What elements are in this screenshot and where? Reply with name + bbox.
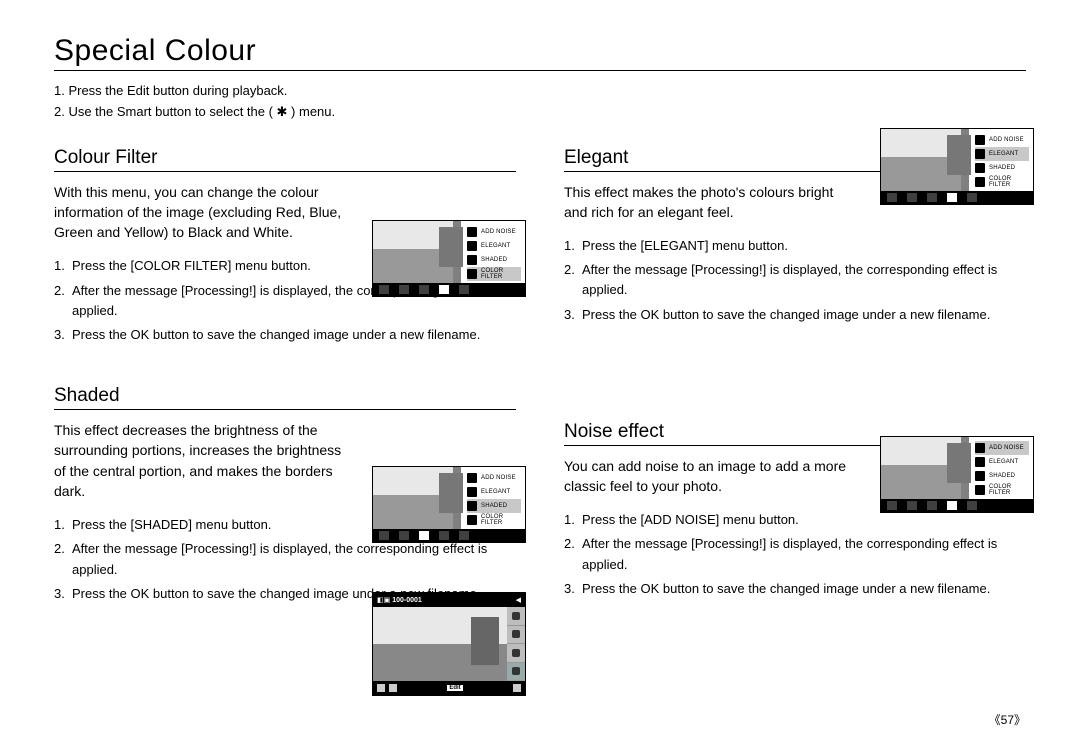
side-item-icon bbox=[507, 663, 525, 682]
person-icon bbox=[467, 487, 477, 497]
footer-icon bbox=[513, 684, 521, 692]
intro-line: 2. Use the Smart button to select the ( … bbox=[54, 102, 1026, 123]
star-icon bbox=[439, 285, 449, 294]
person-icon bbox=[975, 457, 985, 467]
subheading: Colour Filter bbox=[54, 147, 516, 172]
lead-text: This effect decreases the brightness of … bbox=[54, 420, 349, 501]
circle-icon bbox=[975, 163, 985, 173]
noise-icon bbox=[975, 443, 985, 453]
menu-item-label: ELEGANT bbox=[989, 151, 1018, 157]
menu-list: ADD NOISE ELEGANT SHADED COLOR FILTER bbox=[969, 129, 1033, 191]
screenshot-noise: ADD NOISE ELEGANT SHADED COLOR FILTER bbox=[880, 436, 1034, 513]
screenshot-elegant: ADD NOISE ELEGANT SHADED COLOR FILTER bbox=[880, 128, 1034, 205]
menu-item-label: COLOR FILTER bbox=[989, 484, 1029, 496]
palette-icon bbox=[975, 177, 985, 187]
menu-item-label: ADD NOISE bbox=[989, 445, 1024, 451]
bottom-bar bbox=[881, 191, 1033, 204]
page-title: Special Colour bbox=[54, 34, 1026, 71]
star-icon bbox=[947, 501, 957, 510]
side-menu bbox=[507, 607, 525, 681]
menu-item-label: ELEGANT bbox=[481, 489, 510, 495]
palette-icon bbox=[975, 485, 985, 495]
step-text: After the message [Processing!] is displ… bbox=[72, 539, 516, 579]
thumbnail-icon bbox=[373, 607, 507, 681]
step-text: Press the OK button to save the changed … bbox=[582, 579, 1026, 599]
circle-icon bbox=[467, 501, 477, 511]
menu-list: ADD NOISE ELEGANT SHADED COLOR FILTER bbox=[969, 437, 1033, 499]
play-icon: ◀ bbox=[516, 596, 521, 604]
step-text: After the message [Processing!] is displ… bbox=[582, 260, 1026, 300]
menu-item-label: ELEGANT bbox=[481, 243, 510, 249]
menu-item-label: COLOR FILTER bbox=[481, 268, 521, 280]
side-item-icon bbox=[507, 644, 525, 663]
star-icon bbox=[947, 193, 957, 202]
menu-item-label: COLOR FILTER bbox=[989, 176, 1029, 188]
palette-icon bbox=[467, 269, 477, 279]
noise-icon bbox=[467, 473, 477, 483]
footer-icon bbox=[389, 684, 397, 692]
menu-item-label: SHADED bbox=[481, 503, 507, 509]
intro-block: 1. Press the Edit button during playback… bbox=[54, 81, 1026, 123]
bottom-bar bbox=[373, 529, 525, 542]
screenshot-playback: ◧▣ 100-0001 ◀ Edit bbox=[372, 592, 526, 696]
lead-text: You can add noise to an image to add a m… bbox=[564, 456, 859, 497]
steps-list: 1.Press the [ADD NOISE] menu button. 2.A… bbox=[564, 510, 1026, 599]
thumbnail-icon bbox=[881, 437, 961, 499]
edit-tag: Edit bbox=[447, 685, 462, 691]
circle-icon bbox=[467, 255, 477, 265]
step-text: Press the OK button to save the changed … bbox=[582, 305, 1026, 325]
noise-icon bbox=[467, 227, 477, 237]
lead-text: With this menu, you can change the colou… bbox=[54, 182, 349, 243]
step-text: Press the [ELEGANT] menu button. bbox=[582, 236, 1026, 256]
star-icon bbox=[419, 531, 429, 540]
steps-list: 1.Press the [ELEGANT] menu button. 2.Aft… bbox=[564, 236, 1026, 325]
bottom-bar bbox=[881, 499, 1033, 512]
screenshot-shaded: ADD NOISE ELEGANT SHADED COLOR FILTER bbox=[372, 466, 526, 543]
menu-item-label: ADD NOISE bbox=[989, 137, 1024, 143]
thumbnail-icon bbox=[373, 221, 453, 283]
bottom-bar bbox=[373, 283, 525, 296]
menu-item-label: SHADED bbox=[989, 165, 1015, 171]
person-icon bbox=[467, 241, 477, 251]
step-text: After the message [Processing!] is displ… bbox=[582, 534, 1026, 574]
palette-icon bbox=[467, 515, 477, 525]
screenshot-colour-filter: ADD NOISE ELEGANT SHADED COLOR FILTER bbox=[372, 220, 526, 297]
menu-list: ADD NOISE ELEGANT SHADED COLOR FILTER bbox=[461, 221, 525, 283]
step-text: Press the [ADD NOISE] menu button. bbox=[582, 510, 1026, 530]
menu-item-label: SHADED bbox=[481, 257, 507, 263]
menu-item-label: ADD NOISE bbox=[481, 475, 516, 481]
menu-item-label: ELEGANT bbox=[989, 459, 1018, 465]
page-number: 《57》 bbox=[989, 711, 1026, 728]
menu-item-label: COLOR FILTER bbox=[481, 514, 521, 526]
side-item-icon bbox=[507, 626, 525, 645]
footer-icon bbox=[377, 684, 385, 692]
intro-line: 1. Press the Edit button during playback… bbox=[54, 81, 1026, 102]
step-text: Press the OK button to save the changed … bbox=[72, 325, 516, 345]
file-label: ◧▣ 100-0001 bbox=[377, 596, 422, 604]
circle-icon bbox=[975, 471, 985, 481]
subheading: Shaded bbox=[54, 385, 516, 410]
menu-list: ADD NOISE ELEGANT SHADED COLOR FILTER bbox=[461, 467, 525, 529]
menu-item-label: SHADED bbox=[989, 473, 1015, 479]
side-item-icon bbox=[507, 607, 525, 626]
thumbnail-icon bbox=[373, 467, 453, 529]
noise-icon bbox=[975, 135, 985, 145]
person-icon bbox=[975, 149, 985, 159]
menu-item-label: ADD NOISE bbox=[481, 229, 516, 235]
thumbnail-icon bbox=[881, 129, 961, 191]
lead-text: This effect makes the photo's colours br… bbox=[564, 182, 859, 223]
